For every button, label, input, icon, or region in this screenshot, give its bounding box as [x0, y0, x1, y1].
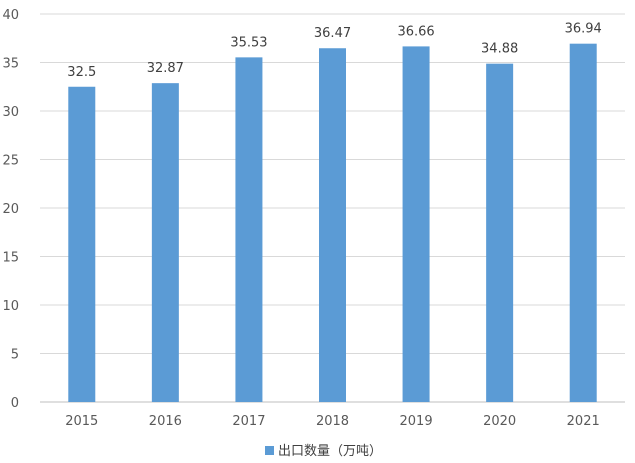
y-tick-label: 40: [2, 8, 19, 23]
legend-label: 出口数量（万吨）: [278, 444, 382, 459]
bar-2015: [68, 86, 96, 402]
x-tick-label: 2018: [316, 414, 349, 429]
bar-2021: [569, 43, 597, 402]
bar-series: [68, 43, 597, 403]
bar-2016: [151, 83, 179, 402]
legend: 出口数量（万吨）: [265, 444, 382, 459]
x-tick-label: 2015: [65, 414, 98, 429]
x-tick-label: 2019: [400, 414, 433, 429]
data-label: 35.53: [230, 35, 267, 50]
x-tick-label: 2020: [483, 414, 516, 429]
bar-2017: [235, 57, 263, 402]
x-tick-label: 2017: [232, 414, 265, 429]
y-tick-label: 25: [2, 154, 19, 169]
y-tick-label: 35: [2, 57, 19, 72]
y-tick-label: 30: [2, 105, 19, 120]
x-axis-tick-labels: 2015 2016 2017 2018 2019 2020 2021: [65, 414, 600, 429]
y-tick-label: 10: [2, 299, 19, 314]
y-tick-label: 15: [2, 251, 19, 266]
data-labels: 32.5 32.87 35.53 36.47 36.66 34.88 36.94: [67, 22, 602, 80]
bar-2020: [486, 63, 514, 402]
data-label: 36.66: [397, 24, 434, 39]
data-label: 36.47: [314, 26, 351, 41]
data-label: 36.94: [565, 22, 602, 37]
data-label: 32.5: [67, 65, 96, 80]
y-tick-label: 0: [11, 396, 19, 411]
y-tick-label: 20: [2, 202, 19, 217]
y-tick-label: 5: [11, 348, 19, 363]
legend-swatch: [265, 446, 274, 455]
bar-2018: [319, 48, 346, 403]
y-axis-tick-labels: 0 5 10 15 20 25 30 35 40: [2, 8, 19, 411]
data-label: 34.88: [481, 42, 518, 57]
bar-2019: [402, 46, 430, 402]
data-label: 32.87: [147, 61, 184, 76]
x-tick-label: 2021: [567, 414, 600, 429]
x-tick-label: 2016: [149, 414, 182, 429]
